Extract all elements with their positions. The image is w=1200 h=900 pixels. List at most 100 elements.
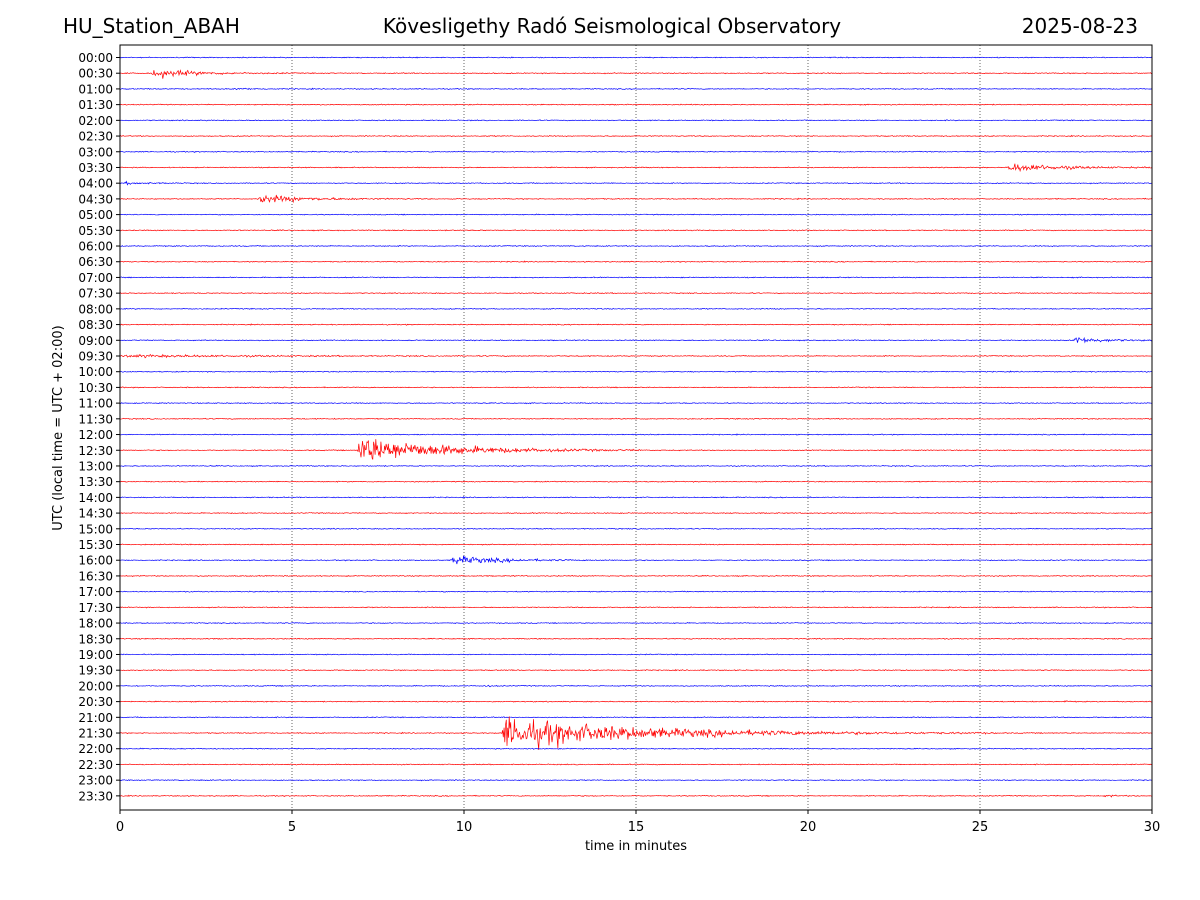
trace-0100 [119,87,1153,91]
x-tick-label: 0 [116,820,124,835]
trace-0530 [119,229,1153,232]
y-tick-label: 19:30 [78,664,113,678]
trace-0500 [119,213,1153,216]
trace-2100 [119,716,1153,719]
y-tick-label: 02:30 [78,130,113,144]
trace-0430 [119,194,1153,204]
trace-0330 [119,163,1153,173]
y-tick-label: 06:00 [78,240,113,254]
trace-2200 [119,747,1153,750]
trace-0030 [119,69,1153,79]
trace-0730 [119,292,1153,295]
y-tick-label: 18:30 [78,632,113,646]
x-axis-ticks: 0 5 10 15 20 25 30 [116,810,1160,835]
trace-1330 [119,480,1153,483]
y-tick-label: 22:30 [78,758,113,772]
x-tick-label: 5 [288,820,296,835]
chart-title: Kövesligethy Radó Seismological Observat… [382,14,842,38]
y-tick-label: 01:00 [78,82,113,96]
y-tick-label: 02:00 [78,114,113,128]
y-tick-label: 17:00 [78,585,113,599]
trace-0700 [119,276,1153,279]
trace-1200 [119,433,1153,436]
y-tick-label: 08:30 [78,318,113,332]
y-tick-label: 10:00 [78,365,113,379]
y-tick-label: 21:00 [78,711,113,725]
trace-1530 [119,543,1153,546]
trace-1600 [119,555,1153,565]
y-tick-label: 11:00 [78,397,113,411]
y-tick-label: 17:30 [78,601,113,615]
trace-1430 [119,512,1153,515]
y-tick-label: 14:00 [78,491,113,505]
y-tick-label: 03:00 [78,145,113,159]
trace-0400 [119,180,1153,186]
seismic-traces [119,56,1153,798]
trace-1500 [119,527,1153,530]
y-tick-label: 23:00 [78,774,113,788]
trace-0200 [119,119,1153,122]
y-tick-label: 20:30 [78,695,113,709]
trace-1730 [119,606,1153,609]
y-tick-label: 11:30 [78,412,113,426]
y-tick-label: 00:30 [78,67,113,81]
chart-date: 2025-08-23 [1021,14,1138,38]
trace-2330 [119,794,1153,798]
y-tick-label: 06:30 [78,255,113,269]
y-tick-label: 16:30 [78,569,113,583]
y-tick-label: 18:00 [78,617,113,631]
station-name: HU_Station_ABAH [63,14,240,38]
x-tick-label: 15 [628,820,645,835]
y-tick-label: 23:30 [78,789,113,803]
y-tick-label: 19:00 [78,648,113,662]
trace-2030 [119,700,1153,703]
trace-1100 [119,402,1153,405]
y-tick-label: 15:00 [78,522,113,536]
y-tick-label: 04:00 [78,177,113,191]
trace-0830 [119,323,1153,326]
trace-0630 [119,260,1153,263]
y-tick-label: 07:00 [78,271,113,285]
trace-1030 [119,386,1153,389]
trace-0900 [119,336,1153,344]
trace-0300 [119,150,1153,153]
x-tick-label: 30 [1144,820,1161,835]
trace-0000 [119,56,1153,59]
trace-1830 [119,637,1153,640]
trace-2000 [119,684,1153,688]
x-tick-label: 20 [800,820,817,835]
y-tick-label: 10:30 [78,381,113,395]
y-tick-label: 12:00 [78,428,113,442]
trace-1930 [119,668,1153,672]
y-tick-label: 09:00 [78,334,113,348]
y-tick-label: 09:30 [78,349,113,363]
y-tick-label: 14:30 [78,507,113,521]
trace-1300 [119,464,1153,468]
trace-0800 [119,307,1153,311]
trace-2230 [119,763,1153,766]
y-tick-label: 13:00 [78,459,113,473]
y-tick-label: 13:30 [78,475,113,489]
y-tick-label: 16:00 [78,554,113,568]
grid-lines [291,45,981,810]
trace-1900 [119,653,1153,656]
y-tick-label: 05:30 [78,224,113,238]
trace-0600 [119,244,1153,248]
y-tick-label: 15:30 [78,538,113,552]
y-tick-label: 05:00 [78,208,113,222]
y-tick-label: 08:00 [78,302,113,316]
y-tick-label: 03:30 [78,161,113,175]
x-tick-label: 25 [972,820,989,835]
y-tick-label: 22:00 [78,742,113,756]
y-axis-label: UTC (local time = UTC + 02:00) [51,325,66,530]
x-axis-label: time in minutes [585,839,687,854]
y-tick-label: 21:30 [78,727,113,741]
trace-1000 [119,370,1152,373]
trace-0930 [119,353,1153,359]
y-tick-label: 01:30 [78,98,113,112]
y-tick-label: 20:00 [78,679,113,693]
trace-1800 [119,621,1153,625]
y-tick-label: 07:30 [78,287,113,301]
y-tick-label: 12:30 [78,444,113,458]
